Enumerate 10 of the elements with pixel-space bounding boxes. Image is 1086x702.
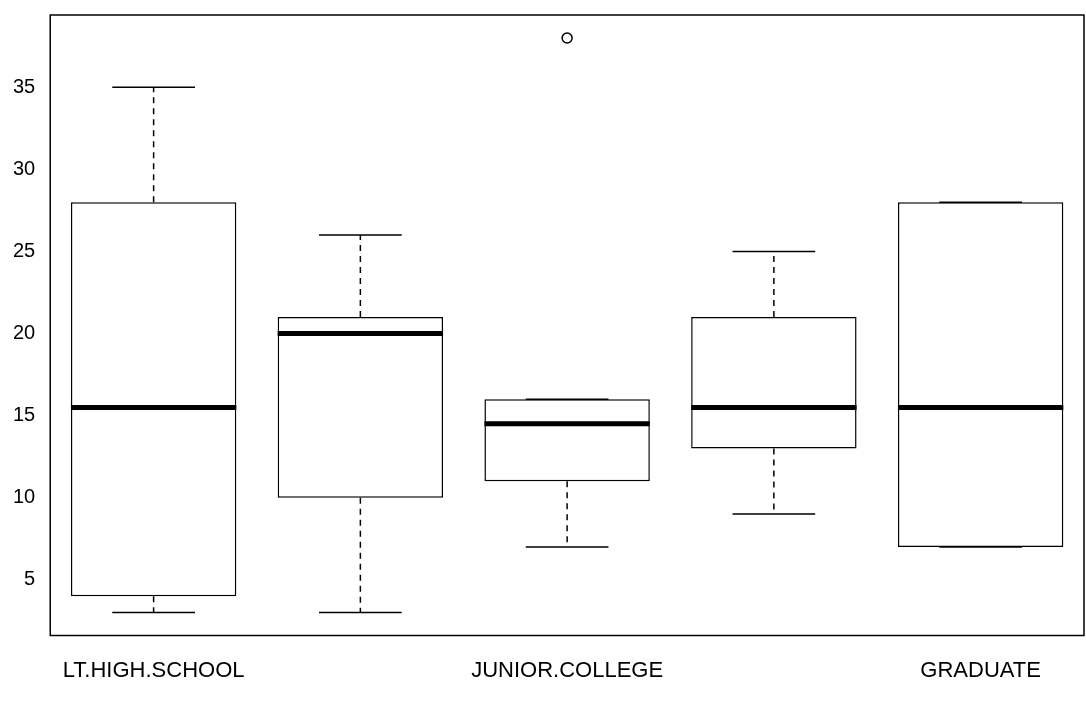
y-tick-label: 5 [24,567,36,590]
y-tick-label: 30 [13,156,36,179]
x-tick-label: GRADUATE [920,656,1041,682]
x-tick-label: LT.HIGH.SCHOOL [62,656,245,682]
y-tick-label: 35 [13,74,36,97]
y-tick-label: 20 [13,321,36,344]
y-tick-label: 15 [13,403,36,426]
y-tick-label: 10 [13,485,36,508]
x-tick-label: JUNIOR.COLLEGE [471,656,664,682]
y-tick-label: 25 [13,238,36,261]
